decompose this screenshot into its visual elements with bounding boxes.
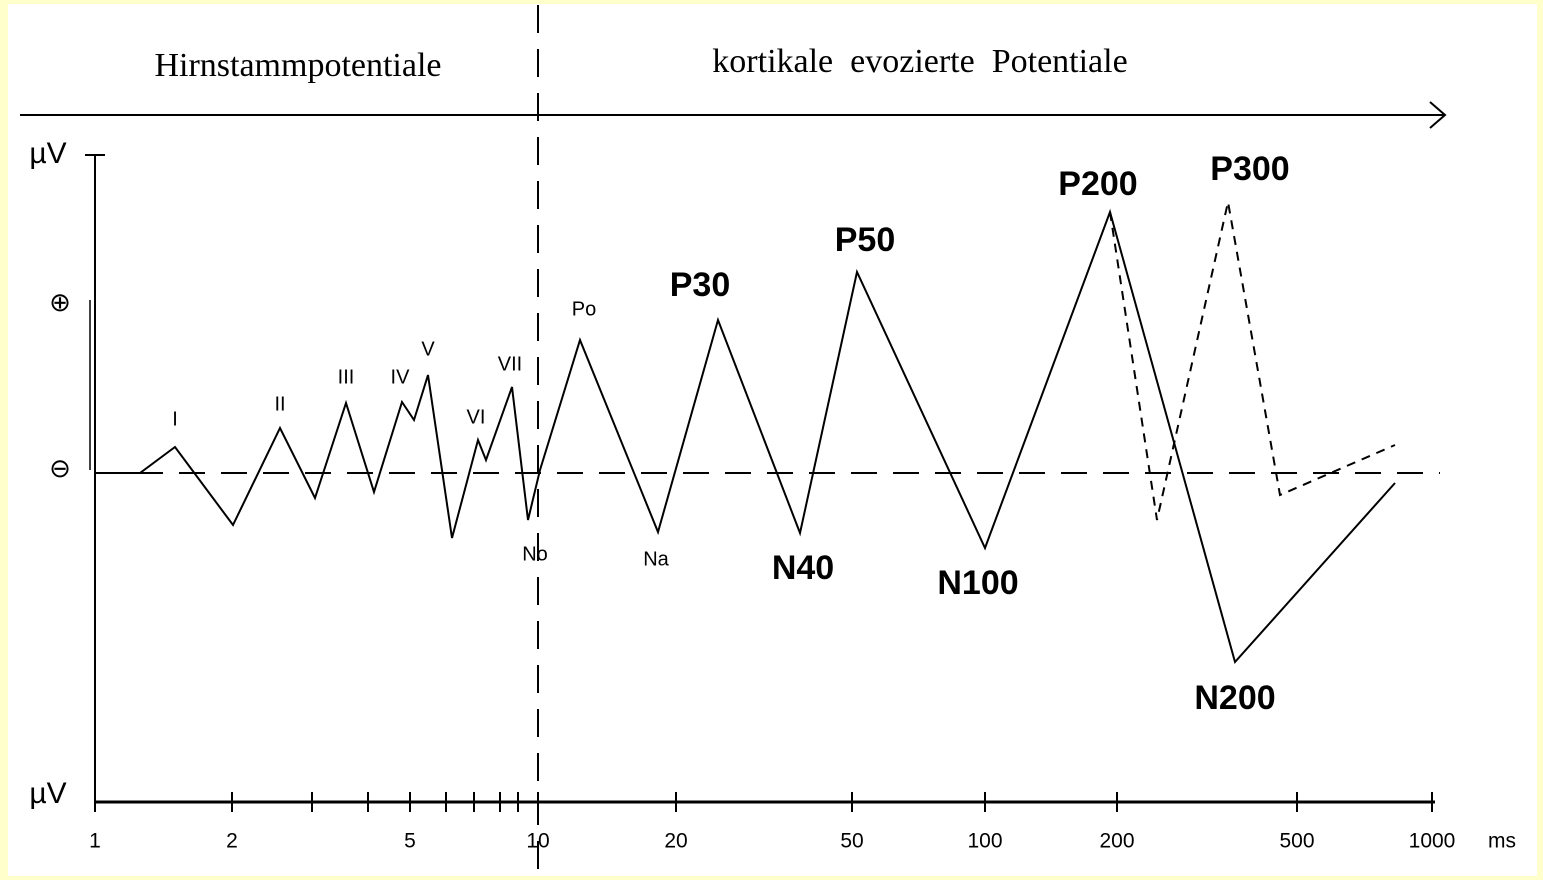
component-label: N40 <box>772 549 834 587</box>
x-tick-label: 2 <box>226 830 238 853</box>
component-label: P300 <box>1210 150 1289 188</box>
component-label: P50 <box>835 221 896 259</box>
x-tick-label: 200 <box>1099 830 1134 853</box>
positive-sign: ⊕ <box>49 287 71 317</box>
x-tick-label: 500 <box>1279 830 1314 853</box>
peak-label: I <box>172 408 178 430</box>
negative-sign: ⊖ <box>49 453 71 483</box>
x-tick-label: 5 <box>404 830 416 853</box>
waveform-p300 <box>1109 201 1396 521</box>
canvas <box>8 4 1537 876</box>
x-tick-label: 1000 <box>1409 830 1456 853</box>
peak-label: Po <box>572 298 596 320</box>
arrow-head <box>1429 101 1447 129</box>
waveform <box>95 208 1396 665</box>
y-label-bottom: µV <box>29 777 66 810</box>
peak-label: V <box>421 338 435 360</box>
component-label: P30 <box>670 266 731 304</box>
x-tick-label: 50 <box>840 830 863 853</box>
component-label: N100 <box>937 564 1018 602</box>
x-unit: ms <box>1488 830 1516 853</box>
header-left: Hirnstammpotentiale <box>154 47 441 84</box>
peak-label: No <box>522 543 548 565</box>
x-tick-label: 10 <box>526 830 549 853</box>
peak-label: II <box>274 393 285 415</box>
x-tick-label: 100 <box>967 830 1002 853</box>
header-right: kortikale evozierte Potentiale <box>712 43 1127 80</box>
x-tick-label: 20 <box>664 830 687 853</box>
x-tick-label: 1 <box>89 830 101 853</box>
peak-label: III <box>338 366 355 388</box>
y-label-top: µV <box>29 137 66 170</box>
peak-label: VII <box>498 353 522 375</box>
peak-label: IV <box>391 366 411 388</box>
component-label: N200 <box>1194 679 1275 717</box>
peak-label: VI <box>467 406 486 428</box>
peak-label: Na <box>643 548 669 570</box>
component-label: P200 <box>1058 165 1137 203</box>
